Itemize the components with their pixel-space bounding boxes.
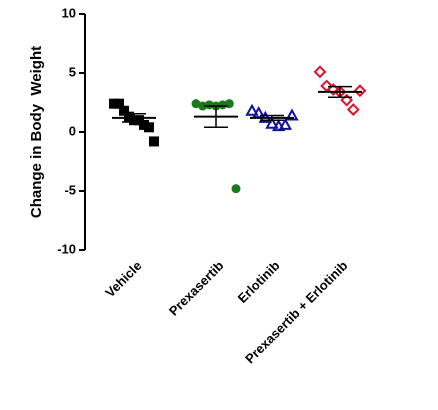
y-tick-label: -10	[57, 241, 76, 256]
point	[353, 84, 367, 98]
point	[313, 65, 327, 79]
point	[198, 101, 208, 111]
point	[326, 83, 340, 96]
point	[285, 108, 299, 121]
point	[144, 122, 154, 133]
point	[346, 103, 360, 116]
point	[245, 103, 259, 116]
y-tick-label: -5	[64, 182, 76, 197]
y-tick-label: 0	[69, 123, 76, 138]
y-tick-label: 10	[62, 5, 76, 20]
point	[149, 136, 159, 147]
y-tick-label: 5	[69, 64, 76, 79]
x-tick-label: Erlotinib	[235, 258, 283, 306]
point	[231, 184, 241, 194]
x-tick-label: Vehicle	[102, 258, 144, 300]
point	[224, 99, 234, 109]
y-axis-label: Change in Body Weight	[28, 46, 45, 218]
point	[204, 100, 214, 110]
x-tick-label: Prexasertib	[166, 258, 227, 319]
point	[265, 116, 279, 129]
point	[218, 100, 228, 110]
point	[278, 117, 293, 130]
point	[340, 93, 354, 107]
point	[114, 98, 124, 109]
point	[119, 105, 129, 116]
